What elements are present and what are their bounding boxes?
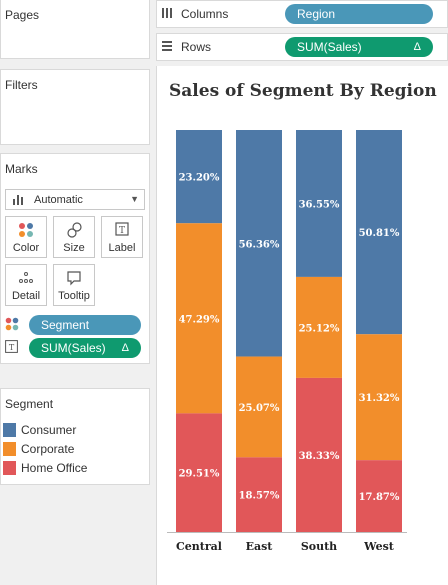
rows-shelf-label: Rows: [181, 40, 212, 54]
stacked-bar-chart: 23.20% 47.29% 29.51% Central 56.36% 25.07% 18.…: [167, 130, 407, 553]
marks-title: Marks: [5, 162, 38, 176]
delta-icon: Δ: [413, 41, 421, 53]
mark-type-dropdown[interactable]: Automatic ▼: [5, 189, 145, 210]
tooltip-icon: [54, 270, 94, 286]
region-pill-label: Region: [297, 7, 336, 21]
size-button[interactable]: Size: [53, 216, 95, 258]
bar-segment-consumer-south[interactable]: [296, 130, 342, 277]
size-button-label: Size: [63, 242, 85, 254]
marks-card: Marks Automatic ▼ Color Size T Label Det…: [0, 153, 150, 364]
bar-segment-consumer-west[interactable]: [356, 130, 402, 335]
chart-plot: 23.20% 47.29% 29.51% Central 56.36% 25.07% 18.…: [167, 122, 407, 558]
color-dots-icon: [6, 222, 46, 238]
sum-sales-rows-pill-label: SUM(Sales): [297, 40, 362, 54]
legend-item[interactable]: Home Office: [1, 459, 149, 478]
bar-segment-home-office-south[interactable]: [296, 377, 342, 532]
segment-legend-card: Segment Consumer Corporate Home Office: [0, 388, 150, 485]
legend-label: Corporate: [21, 442, 75, 456]
columns-shelf[interactable]: Columns Region: [156, 0, 448, 28]
mark-type-value: Automatic: [34, 194, 83, 206]
color-button[interactable]: Color: [5, 216, 47, 258]
size-icon: [54, 222, 94, 238]
svg-text:T: T: [119, 226, 125, 236]
rows-shelf[interactable]: Rows SUM(Sales) Δ: [156, 33, 448, 61]
rows-icon: [161, 40, 173, 55]
label-icon: T: [102, 222, 142, 238]
data-label: 36.55%: [299, 199, 340, 210]
bar-chart-icon: [12, 193, 26, 208]
visualization-area: Sales of Segment By Region 23.20% 47.29% 2…: [156, 66, 448, 585]
legend-label: Consumer: [21, 423, 77, 437]
legend-swatch: [3, 461, 16, 475]
data-label: 25.07%: [239, 403, 280, 414]
data-label: 18.57%: [239, 491, 280, 502]
bar-segment-consumer-east[interactable]: [236, 130, 282, 357]
data-label: 23.20%: [179, 173, 220, 184]
svg-text:T: T: [9, 343, 15, 352]
detail-icon: [6, 270, 46, 286]
legend-title: Segment: [5, 397, 54, 411]
sum-sales-rows-pill[interactable]: SUM(Sales) Δ: [285, 37, 433, 57]
x-tick-label: South: [301, 540, 337, 553]
x-tick-label: East: [246, 540, 274, 553]
bar-segment-corporate-central[interactable]: [176, 223, 222, 414]
color-dots-icon: [5, 317, 19, 334]
data-label: 38.33%: [299, 451, 340, 462]
label-button-label: Label: [108, 242, 136, 254]
segment-pill-label: Segment: [41, 318, 90, 332]
bar-segment-home-office-east[interactable]: [236, 457, 282, 532]
filters-card[interactable]: Filters: [0, 69, 150, 145]
x-tick-label: Central: [176, 540, 222, 553]
data-label: 50.81%: [359, 228, 400, 239]
region-pill[interactable]: Region: [285, 4, 433, 24]
sum-sales-pill-label: SUM(Sales): [41, 341, 106, 355]
sum-sales-label-pill[interactable]: SUM(Sales) Δ: [29, 338, 141, 358]
tooltip-button-label: Tooltip: [58, 290, 90, 302]
filters-title: Filters: [5, 78, 38, 92]
bar-segment-corporate-east[interactable]: [236, 356, 282, 458]
data-label: 25.12%: [299, 323, 340, 334]
columns-icon: [161, 7, 173, 22]
detail-button-label: Detail: [11, 290, 41, 302]
pages-title: Pages: [5, 8, 40, 22]
segment-color-pill[interactable]: Segment: [29, 315, 141, 335]
bar-segment-home-office-central[interactable]: [176, 413, 222, 532]
tooltip-button[interactable]: Tooltip: [53, 264, 95, 306]
label-icon: T: [5, 340, 18, 356]
legend-swatch: [3, 442, 16, 456]
pages-card[interactable]: Pages: [0, 0, 150, 59]
data-label: 47.29%: [179, 314, 220, 325]
data-label: 17.87%: [359, 492, 400, 503]
x-tick-label: West: [363, 540, 395, 553]
legend-item[interactable]: Corporate: [1, 440, 149, 459]
columns-shelf-label: Columns: [181, 7, 229, 21]
data-label: 31.32%: [359, 393, 400, 404]
detail-button[interactable]: Detail: [5, 264, 47, 306]
bar-segment-home-office-west[interactable]: [356, 460, 402, 532]
chart-title: Sales of Segment By Region: [169, 81, 437, 101]
legend-label: Home Office: [21, 461, 88, 475]
legend-item[interactable]: Consumer: [1, 421, 149, 440]
chevron-down-icon: ▼: [130, 194, 139, 204]
color-button-label: Color: [12, 242, 40, 254]
bar-segment-corporate-west[interactable]: [356, 334, 402, 461]
data-label: 56.36%: [239, 239, 280, 250]
bar-segment-consumer-central[interactable]: [176, 130, 222, 224]
label-button[interactable]: T Label: [101, 216, 143, 258]
delta-icon: Δ: [121, 342, 129, 354]
legend-swatch: [3, 423, 16, 437]
bar-segment-corporate-south[interactable]: [296, 276, 342, 378]
data-label: 29.51%: [179, 469, 220, 480]
